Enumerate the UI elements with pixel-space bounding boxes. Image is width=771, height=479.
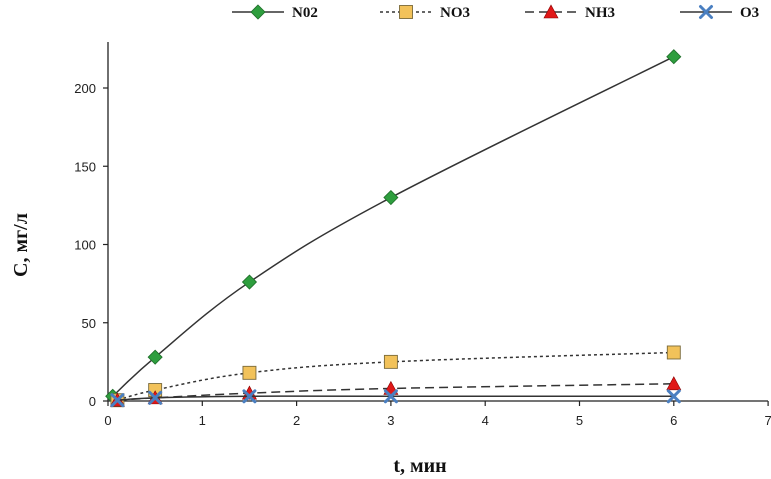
- point-no3: [242, 365, 257, 380]
- x-tick-label: 1: [199, 413, 206, 428]
- x-tick-label: 6: [670, 413, 677, 428]
- legend-label-n02: N02: [292, 5, 318, 21]
- legend-item-n02: N02: [232, 4, 318, 21]
- legend-label-o3: O3: [740, 5, 759, 21]
- legend-item-nh3: NH3: [525, 4, 615, 21]
- legend-marker-nh3: [543, 4, 559, 19]
- point-nh3: [666, 376, 682, 391]
- point-no3: [666, 345, 681, 360]
- series-line-nh3: [117, 383, 674, 401]
- x-tick-label: 0: [104, 413, 111, 428]
- legend-marker-o3: [699, 5, 713, 19]
- y-tick-label: 100: [74, 238, 96, 253]
- point-n02: [383, 189, 399, 206]
- series-layer: [105, 49, 682, 408]
- y-tick-label: 0: [89, 394, 96, 409]
- x-axis-title: t, мин: [393, 455, 446, 477]
- legend-item-no3: NO3: [380, 5, 470, 21]
- y-axis-title: C, мг/л: [10, 213, 32, 277]
- point-n02: [241, 274, 258, 290]
- x-tick-label: 3: [387, 413, 394, 428]
- point-o3: [242, 389, 257, 404]
- series-line-no3: [117, 351, 674, 401]
- legend-marker-n02: [250, 4, 266, 20]
- ticks: 0 1 2 3 4 5 6 7 0 50 100 150 200: [74, 81, 771, 428]
- series-line-n02: [112, 56, 675, 397]
- y-tick-label: 50: [82, 316, 96, 331]
- plot-area: 0 1 2 3 4 5 6 7 0 50 100 150 200: [74, 42, 771, 428]
- legend-label-no3: NO3: [440, 5, 470, 21]
- y-tick-label: 200: [74, 81, 96, 96]
- point-n02: [147, 349, 163, 365]
- point-o3: [110, 393, 125, 408]
- point-o3: [383, 389, 398, 404]
- x-tick-label: 7: [764, 413, 771, 428]
- x-tick-label: 5: [576, 413, 583, 428]
- point-no3: [383, 354, 398, 369]
- x-tick-label: 2: [293, 413, 300, 428]
- point-n02: [666, 49, 682, 65]
- legend-item-o3: O3: [680, 5, 759, 21]
- legend: N02 NO3 NH3 O3: [232, 4, 759, 21]
- point-o3: [666, 389, 681, 404]
- legend-marker-no3: [399, 5, 413, 19]
- legend-label-nh3: NH3: [585, 5, 615, 21]
- point-o3: [148, 390, 163, 405]
- y-tick-label: 150: [74, 159, 96, 174]
- x-tick-label: 4: [482, 413, 489, 428]
